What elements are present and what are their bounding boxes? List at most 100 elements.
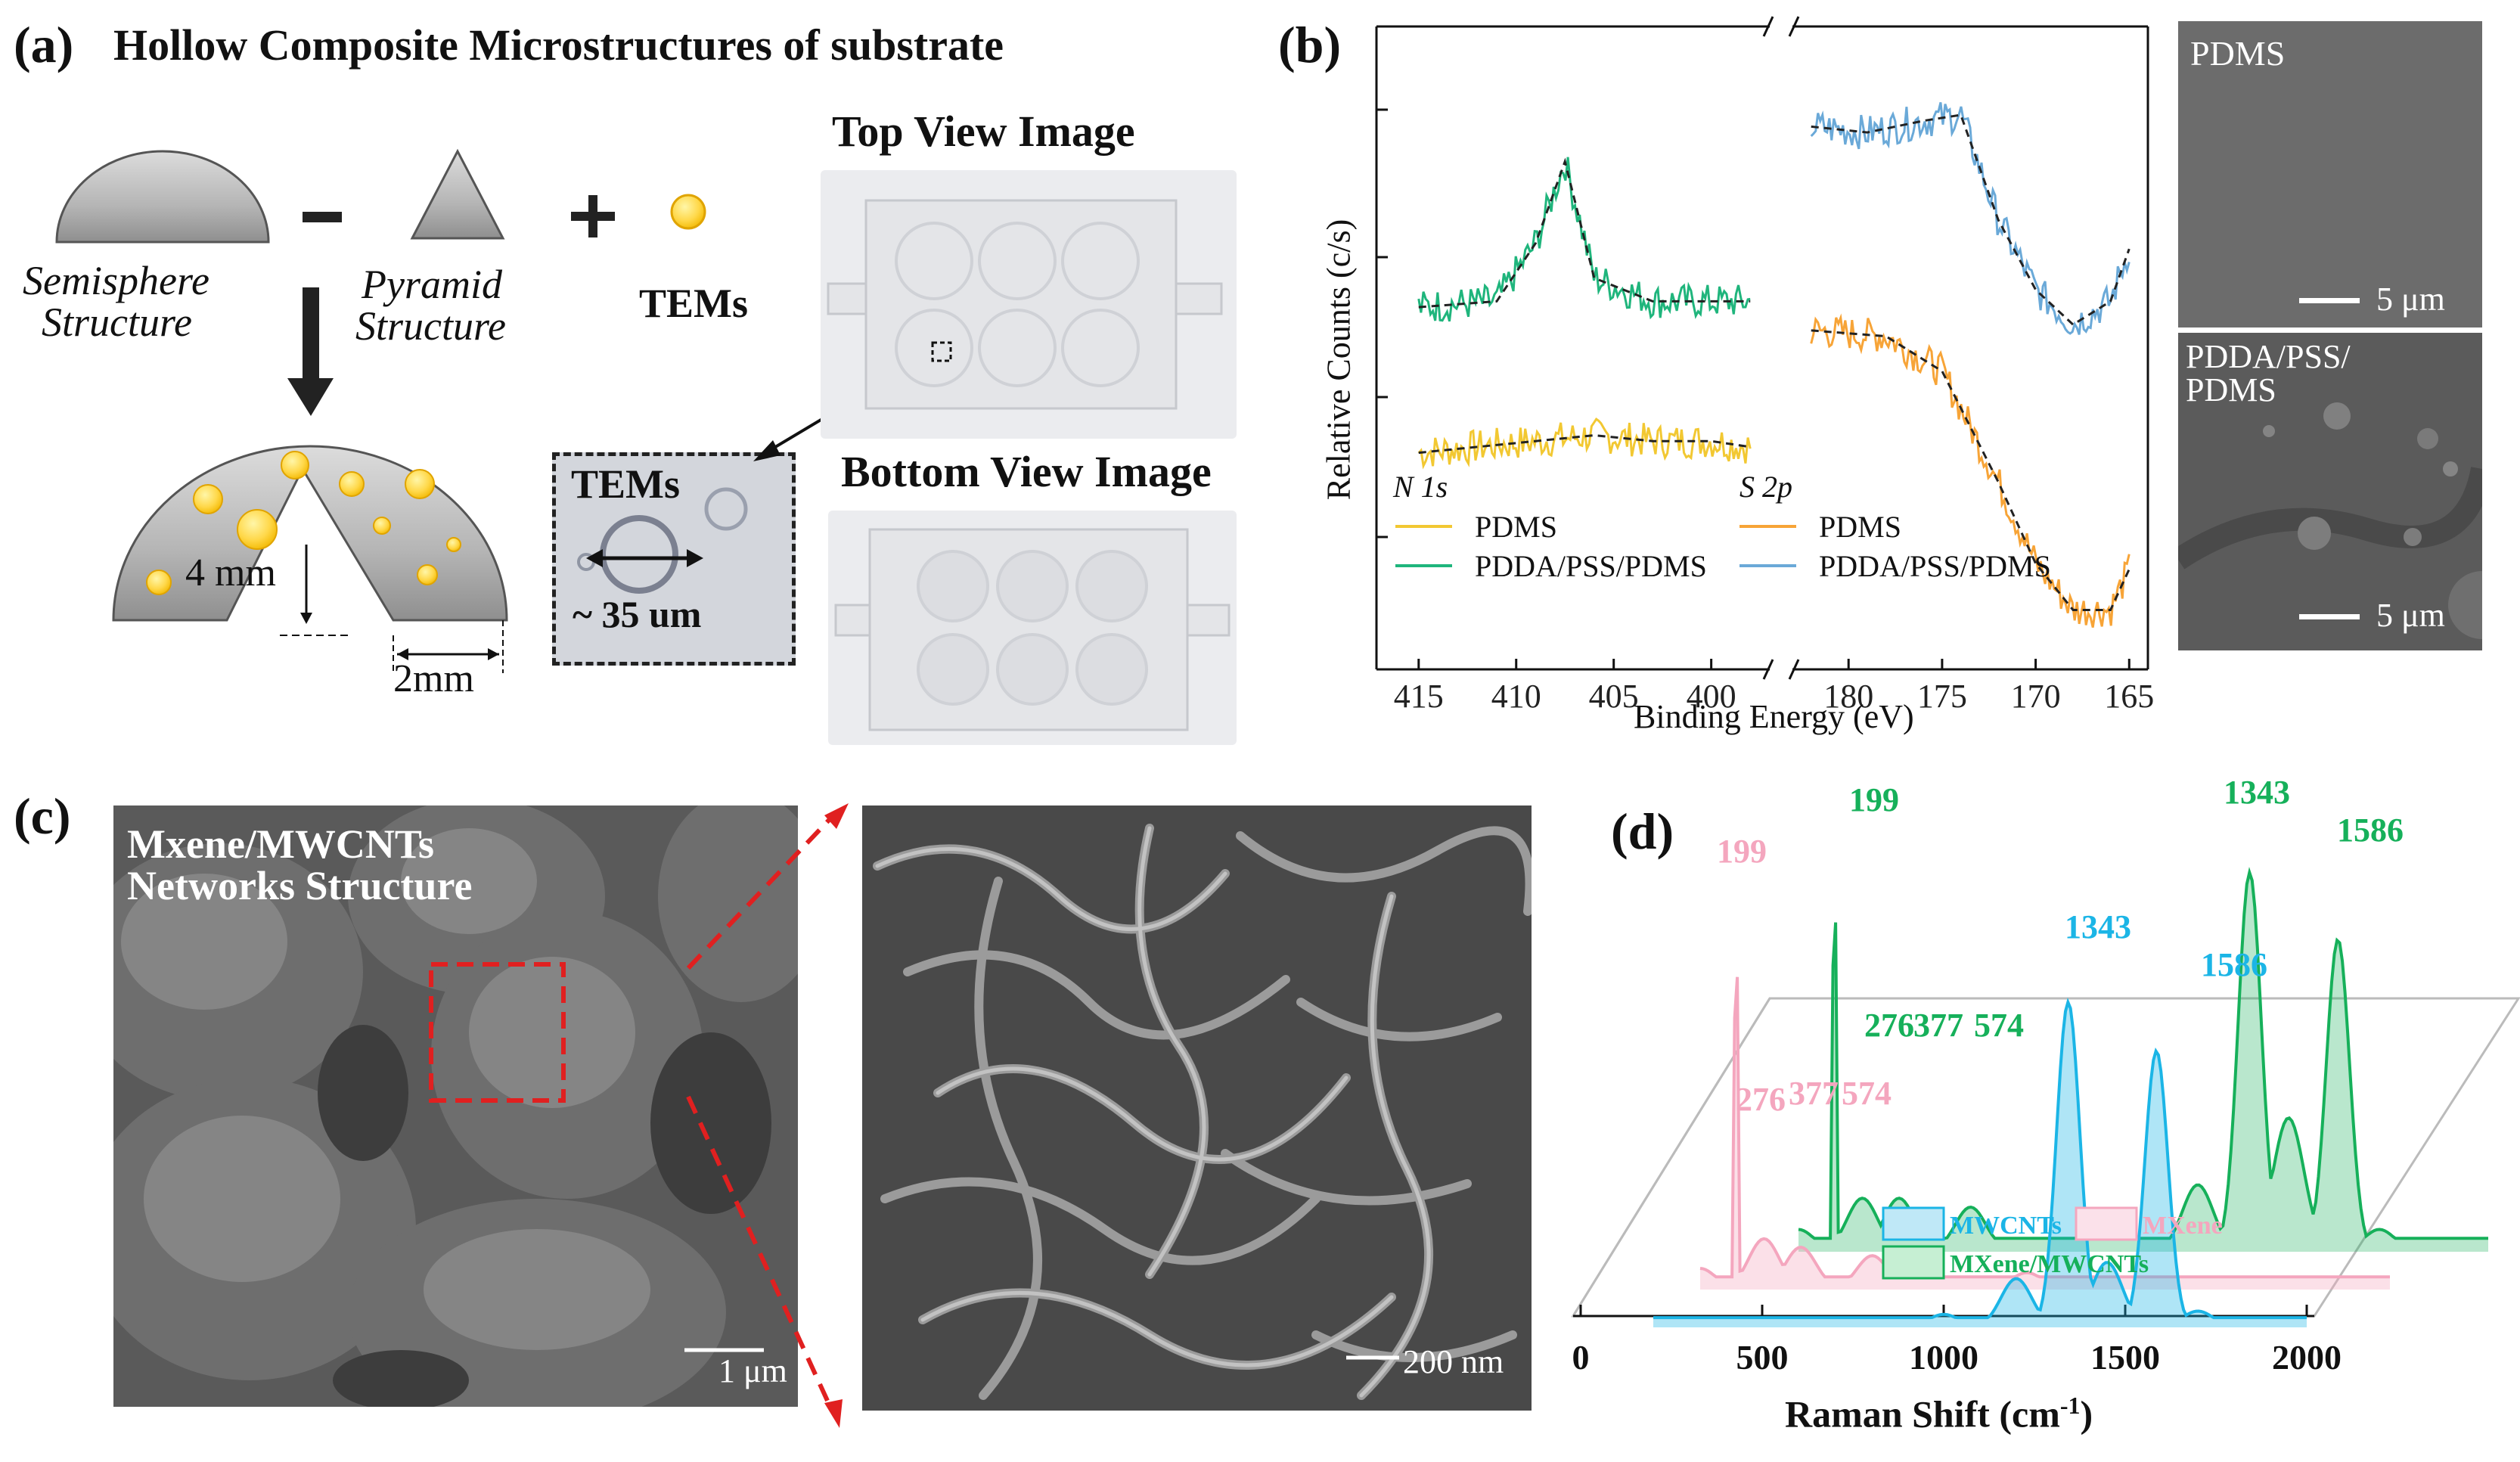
semisphere-label-1: Semisphere (23, 258, 209, 303)
sem-pdda-image: PDDA/PSS/ PDMS 5 μm (2178, 333, 2482, 650)
legend-text: PDDA/PSS/PDMS (1819, 548, 2051, 583)
raman-xlabel-end: ) (2080, 1392, 2093, 1436)
pyramid-label-2: Structure (355, 303, 506, 349)
scale-label-right: 200 nm (1403, 1343, 1504, 1380)
legend-swatch-mwcnts (1882, 1206, 1945, 1241)
pyramid-shape (410, 148, 505, 240)
panel-a-schematic (55, 148, 706, 673)
xps-fit-2 (1811, 329, 2131, 611)
green-peak-276: 276 (1864, 1007, 1914, 1044)
down-arrow-shaft (303, 287, 319, 386)
xps-legend-n1s: PDMS PDDA/PSS/PDMS (1395, 507, 1707, 585)
xps-tick-label: 180 (1823, 678, 1873, 715)
panel-a-letter: (a) (14, 16, 74, 73)
raman-area-2 (1798, 872, 2488, 1252)
legend-swatch-mxene-mwcnts (1882, 1245, 1945, 1280)
network-overlay-1: Mxene/MWCNTs (127, 821, 434, 867)
xps-ylabel-text: Relative Counts (c/s) (1320, 219, 1358, 501)
scale-label-left: 1 μm (718, 1352, 787, 1389)
raman-area-1 (1700, 976, 2390, 1290)
xps-tick-label: 405 (1589, 678, 1639, 715)
green-peak-1586: 1586 (2337, 812, 2404, 849)
zoom-arrows (686, 803, 849, 1428)
bottom-view-image (828, 511, 1237, 745)
tems-inset: TEMs ~ 35 um (552, 452, 796, 666)
raman-legend: MWCNTs MXene MXene/MWCNTs (1882, 1206, 2223, 1280)
panel-a-title: Hollow Composite Microstructures of subs… (113, 20, 1004, 70)
scale-bar-top (2299, 298, 2360, 303)
xps-fit-0 (1418, 433, 1751, 455)
blue-peak-1343: 1343 (2065, 908, 2131, 945)
raman-tick-label: 0 (1572, 1338, 1590, 1377)
sem-pdms-label: PDMS (2190, 34, 2286, 73)
legend-mxene: MXene (2143, 1212, 2223, 1240)
network-overlay-2: Networks Structure (127, 863, 473, 908)
inset-size: ~ 35 um (573, 593, 702, 635)
raman-xlabel-text: Raman Shift (cm (1785, 1392, 2060, 1436)
xps-tick-label: 170 (2011, 678, 2061, 715)
blue-peak-1586: 1586 (2201, 946, 2267, 983)
scale-bar-bottom (2299, 614, 2360, 619)
xps-legend-s2p: PDMS PDDA/PSS/PDMS (1739, 507, 2051, 585)
legend-item: PDDA/PSS/PDMS (1739, 546, 2051, 585)
raman-tick-label: 1500 (2090, 1338, 2160, 1377)
top-view-image (821, 170, 1237, 439)
n1s-label: N 1s (1393, 470, 1448, 504)
xps-ylabel: Relative Counts (c/s) (1301, 159, 1361, 582)
legend-line (1395, 525, 1452, 528)
dim-width-label: 2mm (393, 657, 474, 700)
inset-title: TEMs (571, 461, 681, 507)
legend-mwcnts: MWCNTs (1950, 1212, 2062, 1240)
green-peak-377: 377 (1913, 1007, 1963, 1044)
panel-d-letter: (d) (1611, 802, 1674, 860)
legend-item: PDDA/PSS/PDMS (1395, 546, 1707, 585)
pink-peak-377: 377 (1789, 1075, 1839, 1112)
xps-chart: 415 410 405 400 180 175 170 165 (1375, 16, 2154, 715)
pink-peak-276: 276 (1736, 1081, 1786, 1118)
xps-tick-label: 175 (1917, 678, 1967, 715)
legend-item: PDMS (1395, 507, 1707, 546)
xps-tick-label: 415 (1394, 678, 1444, 715)
raman-area-0 (1653, 1002, 2307, 1327)
pink-peak-199: 199 (1717, 833, 1767, 870)
scale-label-bottom: 5 μm (2376, 597, 2445, 634)
xps-tick-label: 410 (1491, 678, 1541, 715)
s2p-label: S 2p (1739, 470, 1792, 504)
legend-line (1395, 564, 1452, 567)
raman-chart: 0 500 1000 1500 2000 199 276 377 574 1343 15… (1571, 774, 2520, 1377)
sem-zoom-image: 200 nm (862, 805, 1532, 1411)
raman-tick-label: 500 (1736, 1338, 1789, 1377)
sem-pdda-label-1: PDDA/PSS/ (2186, 338, 2351, 375)
semisphere-shape (55, 150, 270, 244)
sem-pdms-image: PDMS 5 μm (2178, 21, 2482, 327)
raman-xlabel: Raman Shift (cm-1) (1785, 1392, 2093, 1436)
hollow-structure (112, 445, 508, 622)
sem-pdda-label-2: PDMS (2186, 371, 2276, 408)
raman-tick-label: 1000 (1909, 1338, 1978, 1377)
tems-dot (670, 194, 706, 230)
sem-network-image: Mxene/MWCNTs Networks Structure 1 μm (113, 805, 798, 1407)
plus-sign-v (588, 195, 597, 237)
pyramid-label-1: Pyramid (362, 262, 502, 307)
legend-line (1739, 525, 1796, 528)
minus-sign (303, 212, 342, 222)
raman-series-0 (1653, 997, 2307, 1320)
dim-height-label: 4 mm (185, 551, 276, 594)
panel-b-letter: (b) (1278, 16, 1342, 73)
xps-series-2 (1810, 313, 2131, 628)
legend-line (1739, 564, 1796, 567)
legend-text: PDMS (1819, 509, 1901, 544)
legend-mxene-mwcnts: MXene/MWCNTs (1950, 1250, 2149, 1278)
raman-tick-label: 2000 (2272, 1338, 2342, 1377)
pink-peak-574: 574 (1842, 1075, 1892, 1112)
xps-fit-3 (1811, 113, 2131, 327)
xps-series-1 (1417, 157, 1751, 322)
tems-label: TEMs (639, 281, 749, 326)
legend-text: PDMS (1475, 509, 1557, 544)
xps-fit-1 (1418, 157, 1751, 309)
bottom-view-title: Bottom View Image (841, 447, 1212, 496)
legend-swatch-mxene (2075, 1206, 2138, 1241)
xps-series-0 (1417, 417, 1752, 470)
raman-xlabel-sup: -1 (2059, 1392, 2081, 1419)
down-arrow-head (287, 378, 334, 416)
